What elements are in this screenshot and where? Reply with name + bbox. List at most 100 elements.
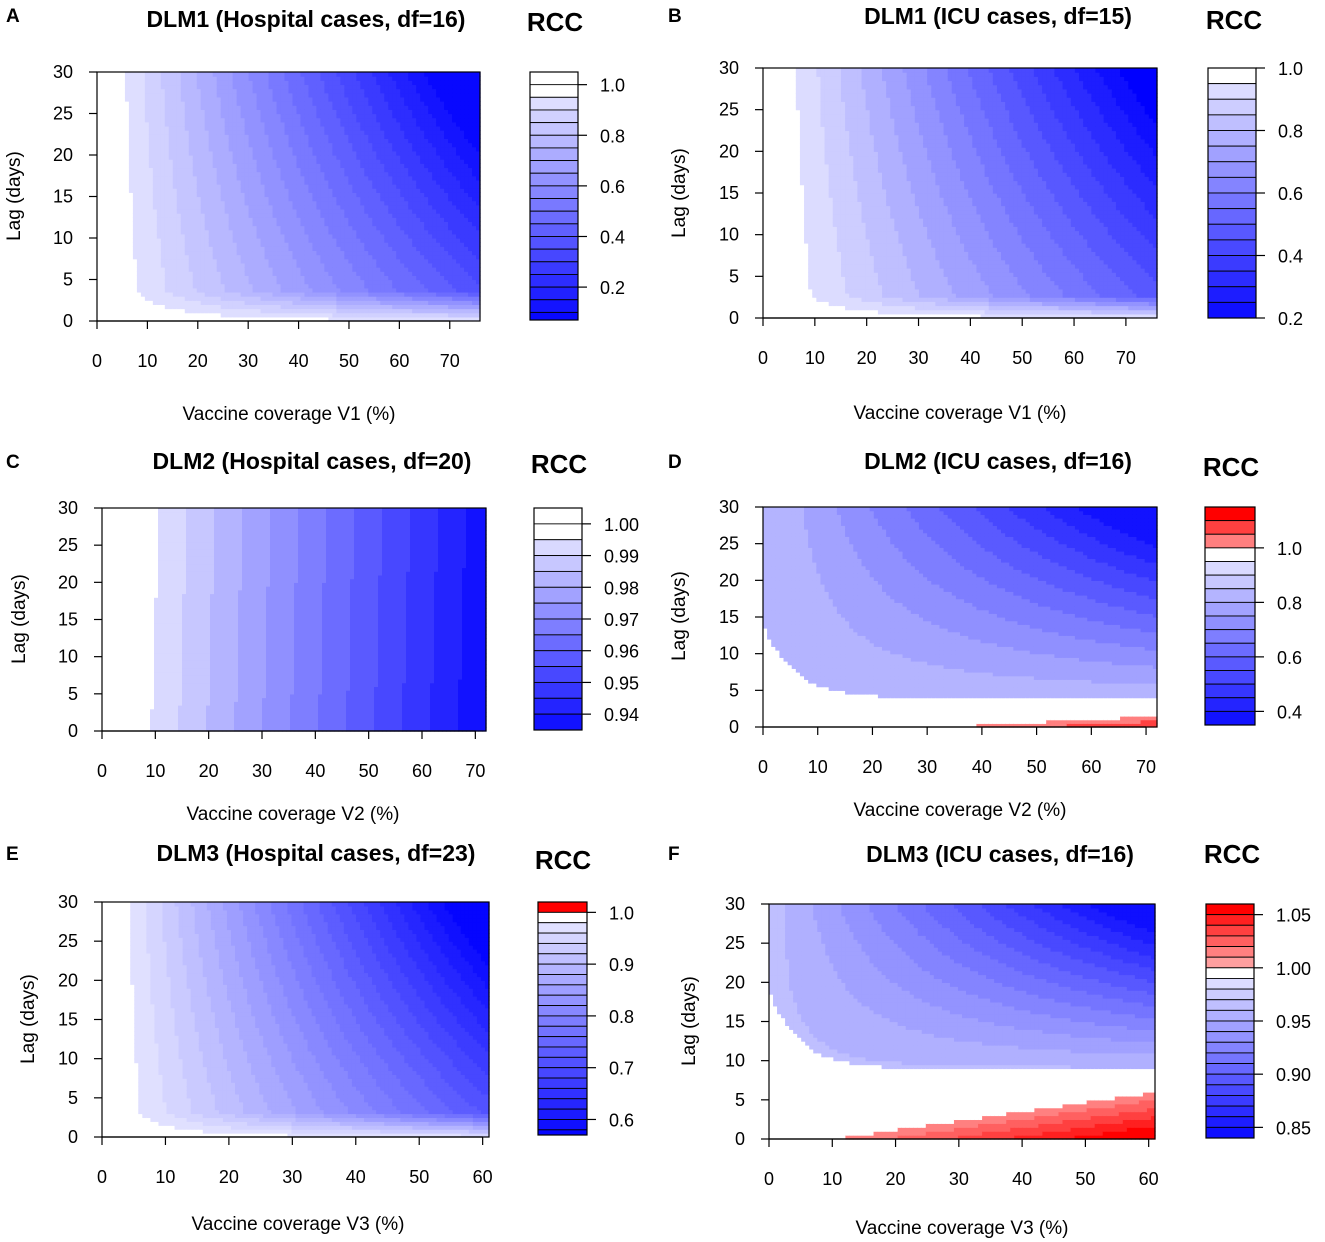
contour-cell	[256, 72, 262, 77]
contour-cell	[200, 105, 206, 110]
contour-cell	[120, 225, 126, 231]
contour-cell	[128, 262, 134, 268]
contour-cell	[376, 96, 381, 102]
contour-cell	[424, 238, 429, 243]
contour-cell	[328, 262, 333, 268]
contour-cell	[180, 175, 186, 181]
contour-cell	[316, 192, 322, 198]
contour-cell	[180, 225, 186, 231]
contour-cell	[208, 271, 214, 276]
contour-cell	[196, 142, 202, 148]
contour-cell	[97, 84, 102, 90]
contour-cell	[132, 175, 138, 181]
contour-cell	[316, 188, 322, 193]
contour-cell	[316, 121, 322, 127]
contour-cell	[296, 80, 302, 86]
contour-cell	[416, 250, 421, 256]
contour-cell	[376, 80, 381, 86]
contour-cell	[140, 175, 146, 181]
contour-cell	[316, 238, 322, 243]
contour-cell	[184, 192, 190, 198]
contour-cell	[364, 113, 369, 119]
contour-cell	[372, 279, 377, 285]
contour-cell	[152, 196, 158, 202]
contour-cell	[384, 225, 389, 231]
contour-cell	[164, 188, 170, 193]
contour-cell	[240, 196, 246, 202]
contour-cell	[376, 300, 381, 305]
contour-cell	[184, 155, 190, 160]
contour-cell	[140, 125, 146, 131]
contour-cell	[108, 233, 114, 239]
contour-cell	[260, 254, 266, 260]
contour-cell	[344, 229, 349, 235]
contour-cell	[248, 221, 254, 227]
contour-cell	[224, 163, 230, 169]
contour-cell	[240, 125, 246, 131]
contour-cell	[180, 254, 186, 260]
contour-cell	[172, 200, 178, 206]
contour-cell	[256, 125, 262, 131]
contour-cell	[116, 155, 122, 160]
contour-cell	[204, 262, 210, 268]
contour-cell	[108, 204, 114, 210]
contour-cell	[212, 267, 218, 272]
contour-cell	[320, 155, 326, 160]
contour-cell	[152, 250, 158, 256]
contour-cell	[312, 150, 318, 156]
contour-cell	[368, 213, 373, 218]
contour-cell	[332, 200, 337, 206]
contour-cell	[380, 254, 385, 260]
contour-cell	[384, 150, 389, 156]
contour-cell	[132, 316, 138, 322]
contour-cell	[420, 159, 425, 164]
contour-cell	[356, 238, 361, 243]
contour-cell	[324, 304, 329, 310]
contour-cell	[312, 200, 318, 206]
contour-cell	[160, 92, 166, 98]
contour-cell	[212, 146, 218, 152]
contour-cell	[408, 138, 413, 144]
contour-cell	[300, 221, 306, 227]
contour-cell	[380, 300, 385, 305]
contour-cell	[156, 117, 162, 123]
contour-cell	[148, 267, 154, 272]
contour-cell	[320, 175, 326, 181]
contour-cell	[416, 125, 421, 131]
contour-cell	[344, 213, 349, 218]
contour-cell	[324, 138, 329, 144]
contour-cell	[376, 121, 381, 127]
contour-cell	[284, 184, 290, 189]
contour-cell	[312, 76, 318, 81]
contour-cell	[152, 225, 158, 231]
contour-cell	[280, 72, 286, 77]
contour-cell	[324, 117, 329, 123]
contour-cell	[312, 155, 318, 160]
contour-cell	[276, 188, 282, 193]
contour-cell	[188, 242, 194, 247]
contour-cell	[164, 304, 170, 310]
contour-cell	[396, 117, 401, 123]
contour-cell	[380, 213, 385, 218]
contour-cell	[208, 134, 214, 139]
contour-cell	[424, 80, 429, 86]
contour-cell	[236, 80, 242, 86]
contour-cell	[240, 171, 246, 177]
contour-cell	[172, 287, 178, 293]
contour-cell	[344, 134, 349, 139]
contour-cell	[372, 134, 377, 139]
contour-cell	[156, 258, 162, 264]
contour-cell	[388, 134, 393, 139]
contour-cell	[260, 262, 266, 268]
contour-cell	[264, 184, 270, 189]
contour-cell	[112, 192, 118, 198]
contour-cell	[160, 179, 166, 185]
contour-cell	[132, 130, 138, 135]
contour-cell	[228, 300, 234, 305]
contour-cell	[408, 279, 413, 285]
contour-cell	[296, 258, 302, 264]
contour-cell	[156, 171, 162, 177]
contour-cell	[180, 88, 186, 94]
contour-cell	[172, 254, 178, 260]
contour-cell	[220, 113, 226, 119]
